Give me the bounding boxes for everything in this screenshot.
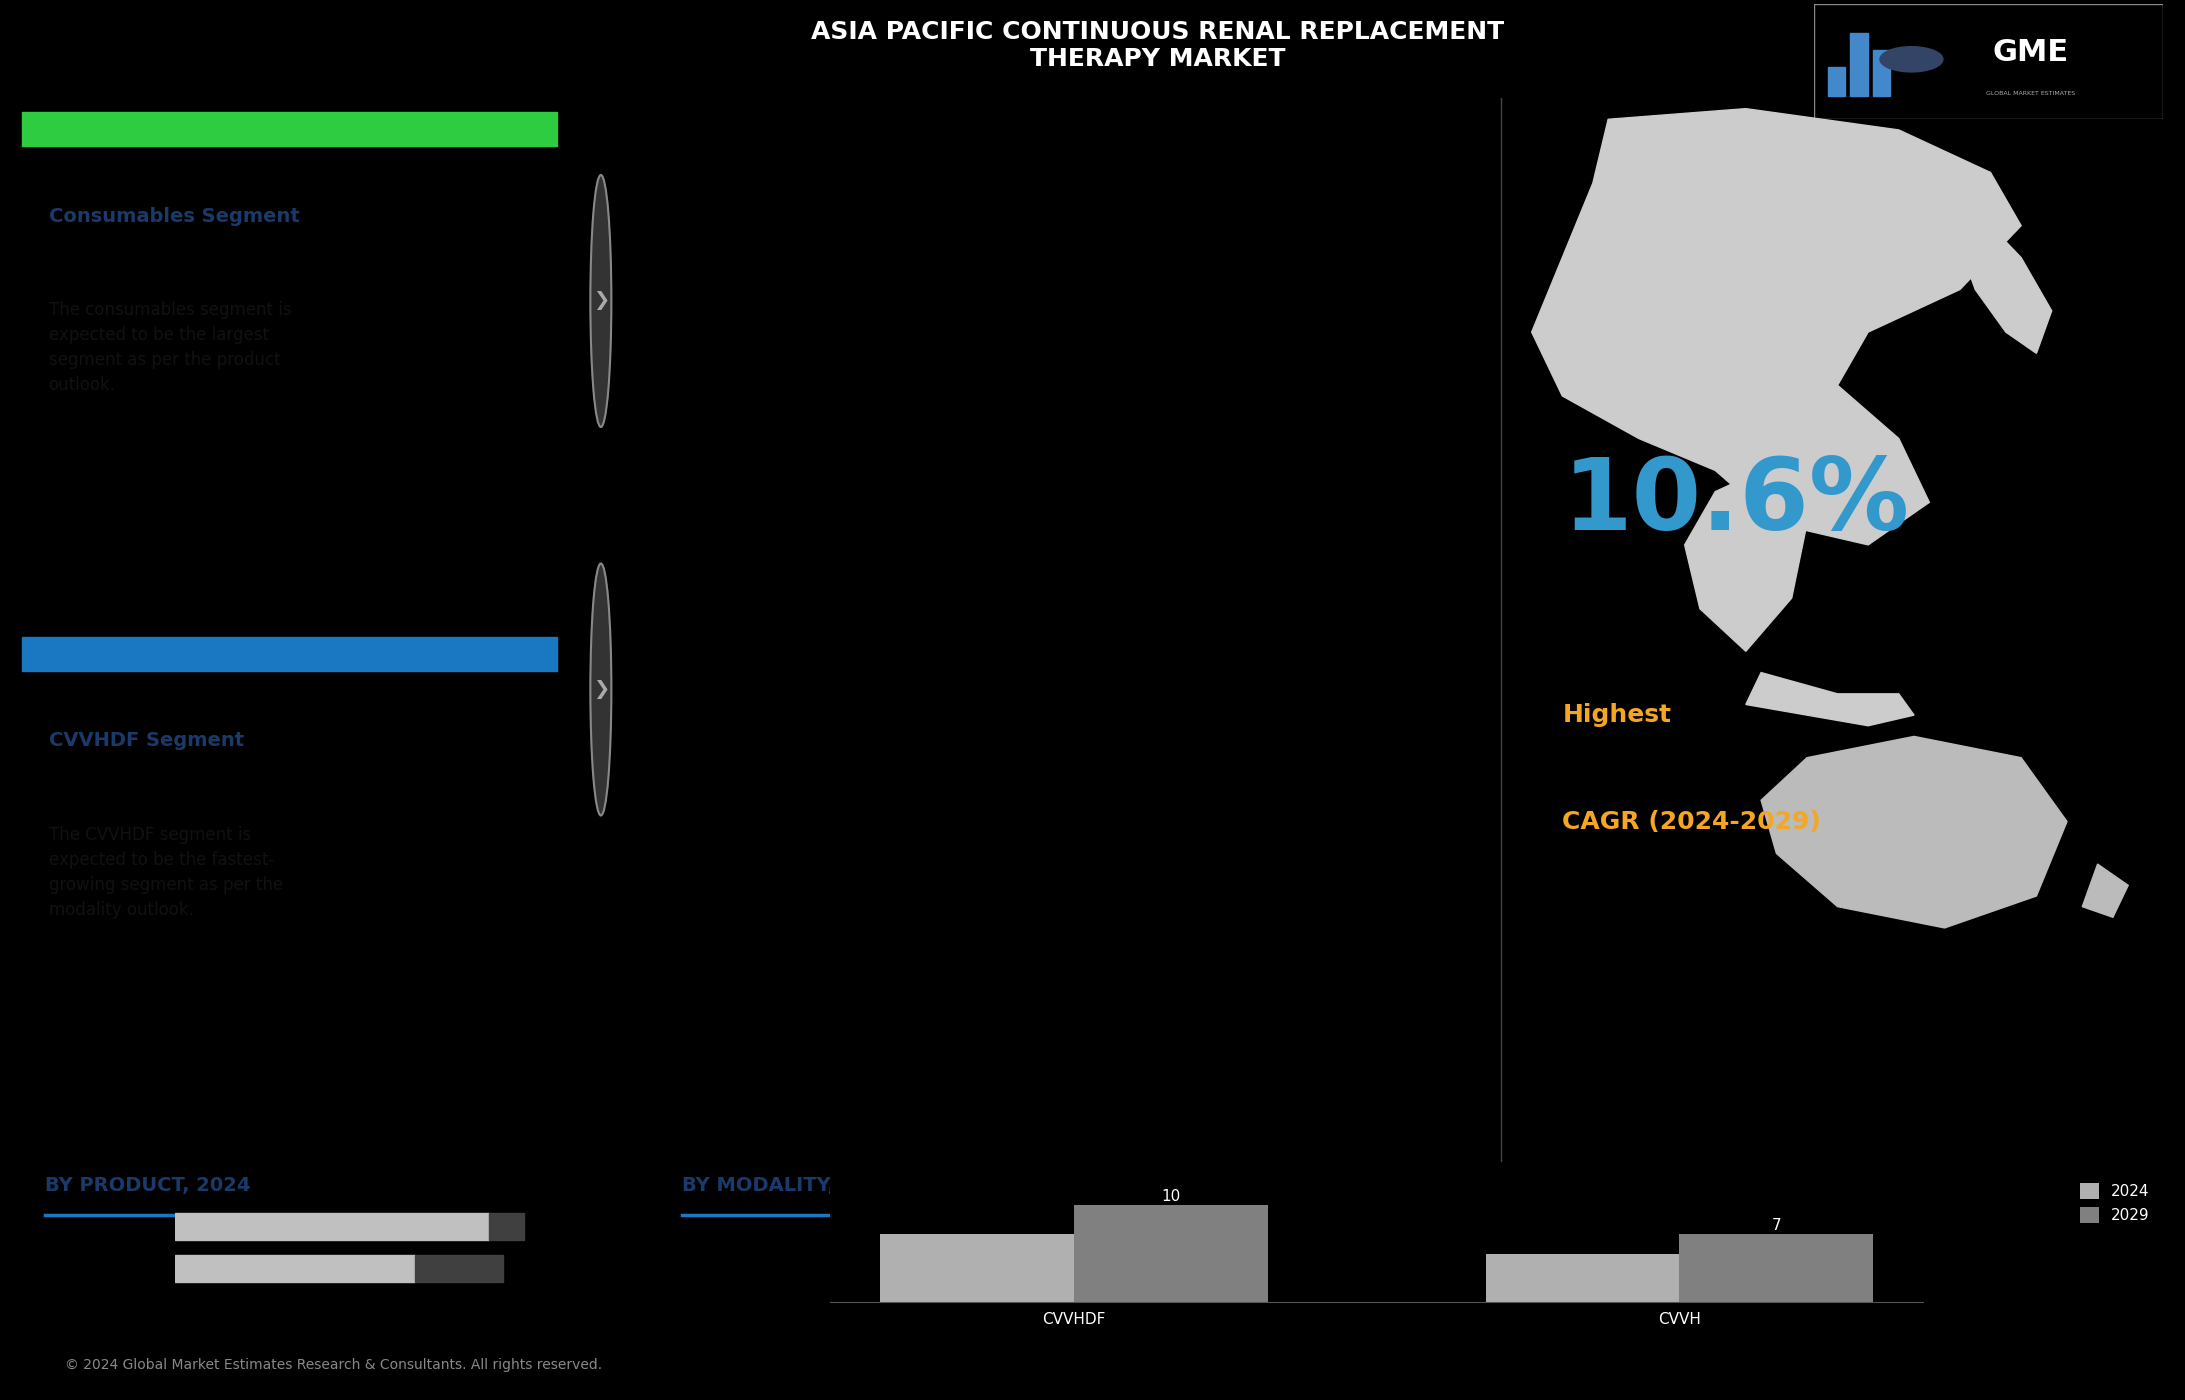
- Text: ASIA PACIFIC CONTINUOUS RENAL REPLACEMENT
THERAPY MARKET: ASIA PACIFIC CONTINUOUS RENAL REPLACEMEN…: [811, 20, 1505, 71]
- Bar: [489, 1214, 524, 1240]
- Text: The consumables segment is
expected to be the largest
segment as per the product: The consumables segment is expected to b…: [48, 301, 291, 393]
- Text: 10: 10: [1160, 1189, 1180, 1204]
- Bar: [175, 1214, 489, 1240]
- Text: CVVHDF Segment: CVVHDF Segment: [48, 731, 245, 750]
- Bar: [1486, 1253, 1680, 1302]
- Circle shape: [590, 563, 612, 815]
- Text: Highest: Highest: [1562, 703, 1672, 727]
- Bar: [175, 1254, 415, 1281]
- Text: ❯: ❯: [592, 291, 610, 311]
- Polygon shape: [1532, 109, 2021, 545]
- Bar: [881, 1235, 1073, 1302]
- Polygon shape: [1761, 736, 2067, 928]
- Polygon shape: [1746, 672, 1914, 725]
- Text: ❯: ❯: [592, 680, 610, 699]
- Bar: [1073, 1205, 1267, 1302]
- Polygon shape: [2082, 864, 2128, 917]
- Text: GME: GME: [1993, 38, 2069, 67]
- Text: Consumables Segment: Consumables Segment: [48, 206, 299, 225]
- Text: BY MODALITY, 2024 VS 2029 (USD BILLION): BY MODALITY, 2024 VS 2029 (USD BILLION): [682, 1176, 1156, 1194]
- Text: BY PRODUCT, 2024: BY PRODUCT, 2024: [46, 1176, 251, 1194]
- Polygon shape: [1960, 225, 2052, 353]
- Text: © 2024 Global Market Estimates Research & Consultants. All rights reserved.: © 2024 Global Market Estimates Research …: [66, 1358, 601, 1372]
- Legend: 2024, 2029: 2024, 2029: [2074, 1177, 2157, 1229]
- Text: GLOBAL MARKET ESTIMATES: GLOBAL MARKET ESTIMATES: [1986, 91, 2076, 97]
- Bar: [1873, 50, 1890, 97]
- Text: The CVVHDF segment is
expected to be the fastest-
growing segment as per the
mod: The CVVHDF segment is expected to be the…: [48, 826, 282, 918]
- Polygon shape: [1685, 470, 1807, 651]
- Text: 10.6%: 10.6%: [1562, 454, 1910, 550]
- Bar: [22, 637, 557, 671]
- Bar: [415, 1254, 503, 1281]
- Bar: [22, 112, 557, 146]
- Text: 7: 7: [1772, 1218, 1781, 1233]
- Ellipse shape: [1879, 46, 1942, 71]
- Bar: [1851, 34, 1868, 97]
- Text: CAGR (2024-2029): CAGR (2024-2029): [1562, 809, 1820, 833]
- Bar: [1827, 67, 1844, 97]
- Bar: [1680, 1235, 1873, 1302]
- Circle shape: [590, 175, 612, 427]
